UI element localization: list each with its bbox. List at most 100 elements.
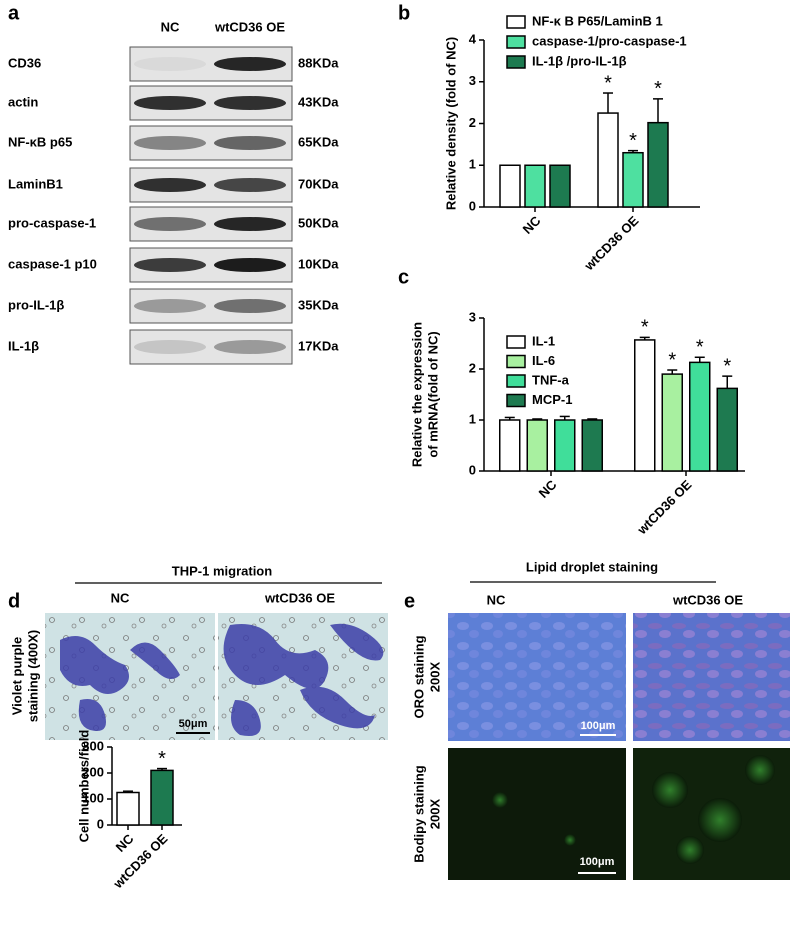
size-label: 88KDa bbox=[298, 55, 339, 70]
panel-label: d bbox=[8, 590, 20, 612]
y-tick-label: 100 bbox=[82, 790, 104, 805]
significance: * bbox=[641, 317, 649, 339]
significance: * bbox=[723, 355, 731, 377]
significance: * bbox=[604, 72, 612, 94]
panel-label: e bbox=[404, 590, 415, 612]
size-label: 17KDa bbox=[298, 338, 339, 353]
column-label: NC bbox=[487, 592, 506, 607]
y-axis-label: of mRNA(fold of NC) bbox=[425, 331, 440, 457]
size-label: 65KDa bbox=[298, 134, 339, 149]
bar bbox=[647, 121, 669, 208]
bar bbox=[526, 419, 548, 472]
scale-bar-label: 50μm bbox=[179, 718, 208, 730]
blot-strip bbox=[129, 329, 293, 365]
blot-band bbox=[214, 299, 286, 313]
x-tick-label: NC bbox=[536, 477, 560, 501]
row-label: 200X bbox=[427, 661, 442, 692]
column-label: NC bbox=[111, 590, 130, 605]
y-tick-label: 2 bbox=[469, 360, 476, 375]
size-label: 35KDa bbox=[298, 297, 339, 312]
y-tick-label: 4 bbox=[469, 31, 477, 46]
bar bbox=[116, 791, 140, 826]
panel-title: THP-1 migration bbox=[172, 563, 272, 578]
y-tick-label: 3 bbox=[469, 73, 476, 88]
x-tick-label: wtCD36 OE bbox=[581, 213, 642, 274]
significance: * bbox=[668, 349, 676, 371]
panel-label: c bbox=[398, 266, 409, 288]
protein-label: NF-κB p65 bbox=[8, 134, 72, 149]
column-label: wtCD36 OE bbox=[214, 19, 285, 34]
blot-band bbox=[134, 96, 206, 110]
row-label: staining (400X) bbox=[25, 630, 40, 722]
blot-band bbox=[134, 217, 206, 231]
legend-label: MCP-1 bbox=[532, 392, 572, 407]
legend-label: IL-1β /pro-IL-1β bbox=[532, 53, 627, 68]
x-tick-label: wtCD36 OE bbox=[634, 477, 695, 538]
y-axis-label: Relative density (fold of NC) bbox=[443, 37, 458, 210]
y-tick-label: 1 bbox=[469, 157, 476, 172]
y-axis-label: Relative the expression bbox=[409, 322, 424, 467]
legend-label: TNF-a bbox=[532, 372, 570, 387]
panel-label: a bbox=[8, 2, 20, 24]
column-label: wtCD36 OE bbox=[672, 592, 743, 607]
protein-label: pro-caspase-1 bbox=[8, 215, 96, 230]
protein-label: IL-1β bbox=[8, 338, 39, 353]
protein-label: LaminB1 bbox=[8, 176, 63, 191]
bar bbox=[554, 419, 576, 472]
y-tick-label: 0 bbox=[469, 198, 476, 213]
size-label: 43KDa bbox=[298, 94, 339, 109]
row-label: ORO staining bbox=[411, 635, 426, 718]
blot-band bbox=[134, 57, 206, 71]
size-label: 10KDa bbox=[298, 256, 339, 271]
blot-strip bbox=[129, 288, 293, 324]
bar bbox=[634, 339, 656, 472]
row-label: Bodipy staining bbox=[411, 765, 426, 863]
micrograph bbox=[448, 613, 626, 741]
bar bbox=[499, 419, 521, 472]
bar bbox=[499, 164, 521, 208]
significance: * bbox=[158, 748, 166, 770]
significance: * bbox=[629, 130, 637, 152]
y-tick-label: 0 bbox=[469, 462, 476, 477]
y-axis-label: Cell numbers/field bbox=[76, 730, 91, 843]
legend-swatch bbox=[506, 35, 526, 49]
legend-label: IL-1 bbox=[532, 333, 555, 348]
y-tick-label: 200 bbox=[82, 764, 104, 779]
y-tick-label: 300 bbox=[82, 738, 104, 753]
legend-swatch bbox=[506, 374, 526, 388]
size-label: 70KDa bbox=[298, 176, 339, 191]
blot-band bbox=[214, 136, 286, 150]
legend-swatch bbox=[506, 15, 526, 29]
protein-label: actin bbox=[8, 94, 38, 109]
bar bbox=[524, 164, 546, 208]
bar bbox=[661, 373, 683, 472]
blot-band bbox=[214, 258, 286, 272]
fluorescence bbox=[492, 755, 775, 864]
panel-label: b bbox=[398, 2, 410, 24]
y-tick-label: 1 bbox=[469, 411, 476, 426]
column-label: NC bbox=[161, 19, 180, 34]
micrograph bbox=[448, 748, 626, 880]
legend-swatch bbox=[506, 55, 526, 69]
scale-bar-label: 100μm bbox=[581, 720, 616, 732]
micrograph bbox=[633, 613, 790, 741]
bar bbox=[622, 151, 644, 208]
blot-band bbox=[134, 340, 206, 354]
legend-label: IL-6 bbox=[532, 353, 555, 368]
bar bbox=[549, 164, 571, 208]
y-tick-label: 0 bbox=[97, 816, 104, 831]
legend-label: NF-κ B P65/LaminB 1 bbox=[532, 13, 663, 28]
protein-label: pro-IL-1β bbox=[8, 297, 64, 312]
size-label: 50KDa bbox=[298, 215, 339, 230]
bar bbox=[689, 361, 711, 472]
blot-band bbox=[134, 178, 206, 192]
blot-band bbox=[214, 96, 286, 110]
significance: * bbox=[696, 337, 704, 359]
x-tick-label: NC bbox=[520, 213, 544, 237]
blot-band bbox=[134, 136, 206, 150]
y-tick-label: 3 bbox=[469, 309, 476, 324]
bar bbox=[581, 419, 603, 472]
bar bbox=[150, 769, 174, 826]
legend-swatch bbox=[506, 393, 526, 408]
